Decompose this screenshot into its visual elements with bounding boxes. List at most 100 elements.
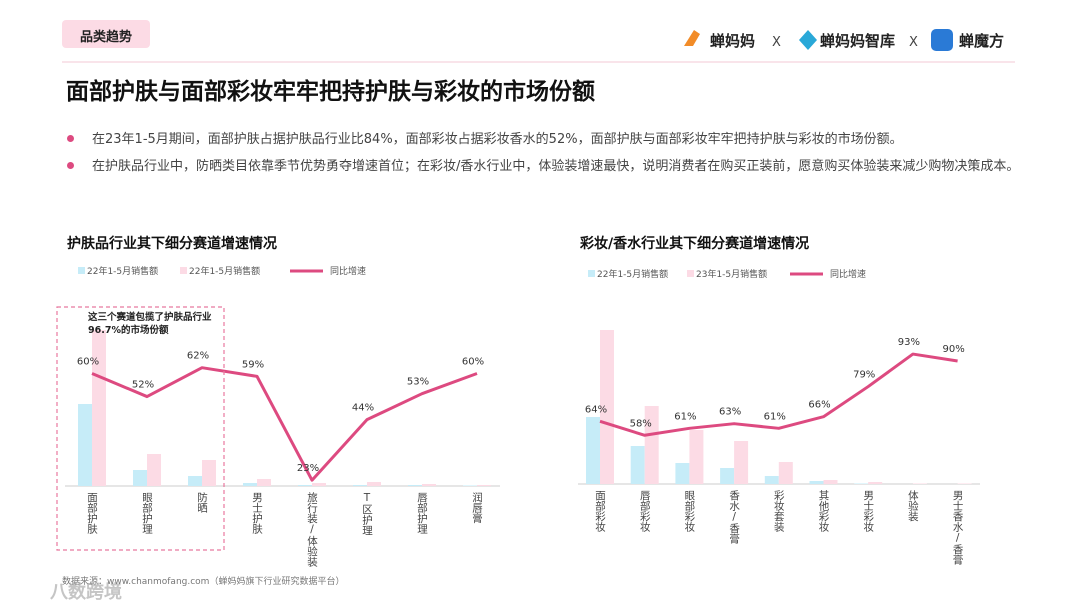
bar [408,485,422,486]
bar [823,480,838,484]
x-tick-label: 香水/香膏 [728,490,740,544]
bar [734,441,749,484]
x-tick-label: 男士护肤 [251,492,263,535]
bar [644,406,659,484]
bar [367,482,381,486]
data-label: 60% [462,356,484,367]
data-label: 79% [853,370,875,381]
x-tick-label: 眼部彩妆 [683,490,695,533]
legend-swatch [588,270,595,277]
data-label: 93% [898,337,920,348]
data-label: 53% [407,377,429,388]
logo-text: 蝉妈妈 [710,32,755,50]
data-label: 61% [764,411,786,422]
bar [764,476,779,484]
title: 面部护肤与面部彩妆牢牢把持护肤与彩妆的市场份额 [66,79,595,105]
bar [202,460,216,486]
bar [243,483,257,486]
data-label: 63% [719,407,741,418]
bullet: 在护肤品行业中，防晒类目依靠季节优势勇夺增速首位；在彩妆/香水行业中，体验装增速… [92,159,1020,174]
bar [257,479,271,486]
legend-label: 同比增速 [830,268,866,280]
bar [689,430,704,484]
data-label: 62% [187,351,209,362]
bar [868,482,883,484]
logo-sep: X [909,35,918,50]
logo-sep: X [772,35,781,50]
data-label: 52% [132,380,154,391]
legend-label: 22年1-5月销售额 [597,268,668,280]
line-series [91,366,478,482]
data-label: 23% [297,463,319,474]
data-label: 59% [242,359,264,370]
x-tick-label: 面部彩妆 [594,490,606,533]
bar [912,483,927,484]
legend-label: 22年1-5月销售额 [87,265,158,277]
annotation: 这三个赛道包揽了护肤品行业96.7%的市场份额 [88,312,212,336]
bar [854,483,869,484]
x-tick-label: 防晒 [196,491,208,514]
legend-swatch [180,267,187,274]
x-tick-label: 体验装 [907,490,919,522]
x-tick-label: 眼部护理 [141,492,153,534]
bar [298,485,312,486]
bar [312,483,326,486]
data-label: 61% [674,411,696,422]
x-tick-label: 唇部彩妆 [639,490,651,533]
x-tick-label: 润唇膏 [471,491,483,523]
x-tick-label: 唇部护理 [416,492,428,534]
tag [62,20,150,48]
x-tick-label: T区护理 [361,492,373,536]
bar [957,483,972,484]
legend-label: 23年1-5月销售额 [696,268,767,280]
legend-swatch [687,270,694,277]
data-label: 64% [585,404,607,415]
logo-text: 蝉魔方 [959,32,1004,50]
bullet: 在23年1-5月期间，面部护肤占据护肤品行业比84%，面部彩妆占据彩妆香水的52… [92,132,903,147]
bar [78,404,92,486]
logo-text: 蝉妈妈智库 [820,32,895,50]
bar [463,485,477,486]
x-tick-label: 男士香水/香膏 [952,490,964,565]
legend-swatch [78,267,85,274]
chart-title: 护肤品行业其下细分赛道增速情况 [67,235,277,252]
bar [600,330,614,484]
bar [92,330,106,486]
logo-icon [931,29,953,51]
x-tick-label: 旅行装/体验装 [306,491,318,568]
bar [586,417,600,484]
logo-icon [684,30,700,46]
annotation-text: 这三个赛道包揽了护肤品行业96.7%的市场份额 [88,312,212,336]
x-tick-label: 面部护肤 [86,492,98,535]
bar [422,484,436,486]
legend-label: 同比增速 [330,265,366,277]
bar [477,485,491,486]
x-tick-label: 彩妆套装 [773,490,785,533]
bar [675,463,690,484]
data-label: 58% [630,418,652,429]
bar [188,476,202,486]
chart-title: 彩妆/香水行业其下细分赛道增速情况 [579,235,809,252]
bar [720,468,735,484]
logo-icon [799,30,817,50]
bullet-dot [67,162,74,169]
x-tick-label: 其他彩妆 [818,490,830,533]
source: 数据来源：www.chanmofang.com（蝉妈妈旗下行业研究数据平台） [62,577,345,587]
bar [147,454,161,486]
bar [778,462,793,484]
bar [133,470,147,486]
data-label: 44% [352,403,374,414]
data-label: 60% [77,356,99,367]
line-series [599,352,958,437]
x-tick-label: 男士彩妆 [862,490,874,533]
data-label: 66% [808,400,830,411]
watermark: 八数跨境 [50,582,122,603]
legend-label: 22年1-5月销售额 [189,265,260,277]
bullet-dot [67,135,74,142]
data-label: 90% [942,344,964,355]
bar [353,485,367,486]
bar [809,481,824,484]
annotation-box [56,306,225,551]
